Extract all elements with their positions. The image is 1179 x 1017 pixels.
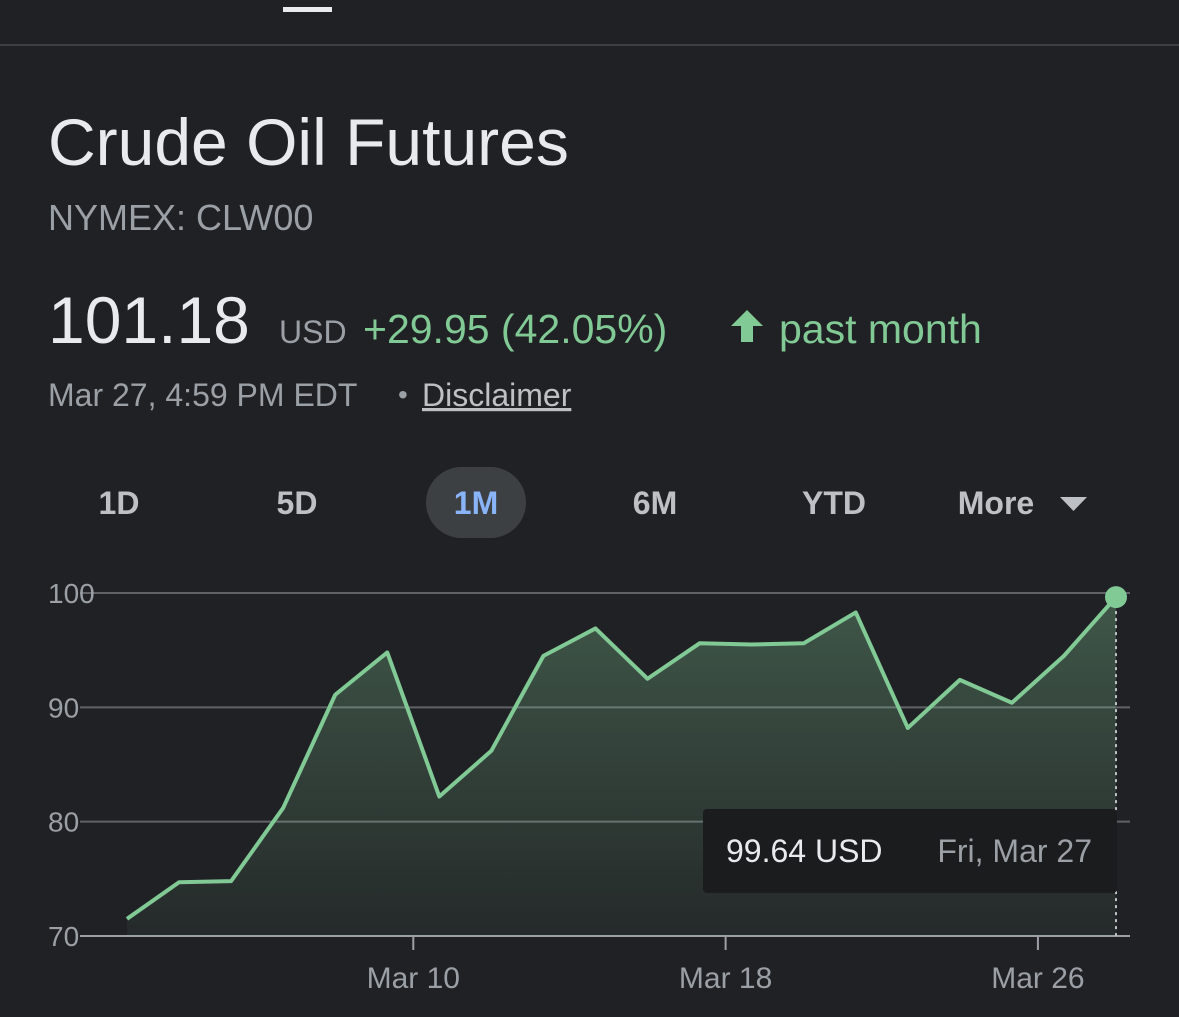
price-line [125,595,1118,921]
divider [0,44,1179,46]
currency: USD [279,314,347,350]
range-button[interactable]: More [958,485,1034,521]
disclaimer-link[interactable]: Disclaimer [422,377,572,413]
price: 101.18 [48,283,250,357]
change: +29.95 (42.05%) [363,306,667,352]
title: Crude Oil Futures [48,105,569,179]
range-button[interactable]: 6M [633,485,677,521]
range-button[interactable]: 5D [277,485,318,521]
y-tick-label: 70 [48,921,79,952]
separator: • [398,379,408,410]
tooltip-value: 99.64 USD [726,833,883,869]
tooltip-date: Fri, Mar 27 [937,833,1092,869]
period: past month [779,306,982,352]
hover-dot [1105,586,1127,609]
tooltip [703,809,1117,893]
exchange: NYMEX: CLW00 [48,197,313,238]
tab-indicator [283,7,332,12]
range-selected-pill [426,467,526,538]
up-arrow [731,310,763,342]
y-tick-label: 100 [48,578,95,609]
timestamp: Mar 27, 4:59 PM EDT [48,377,357,413]
range-button[interactable]: 1M [454,485,498,521]
range-button[interactable]: 1D [99,485,140,521]
range-button[interactable]: YTD [802,485,866,521]
y-tick-label: 90 [48,692,79,723]
x-tick-label: Mar 18 [679,962,772,995]
dropdown-caret [1060,497,1087,511]
x-tick-label: Mar 10 [367,962,460,995]
y-tick-label: 80 [48,807,79,838]
x-tick-label: Mar 26 [991,962,1084,995]
